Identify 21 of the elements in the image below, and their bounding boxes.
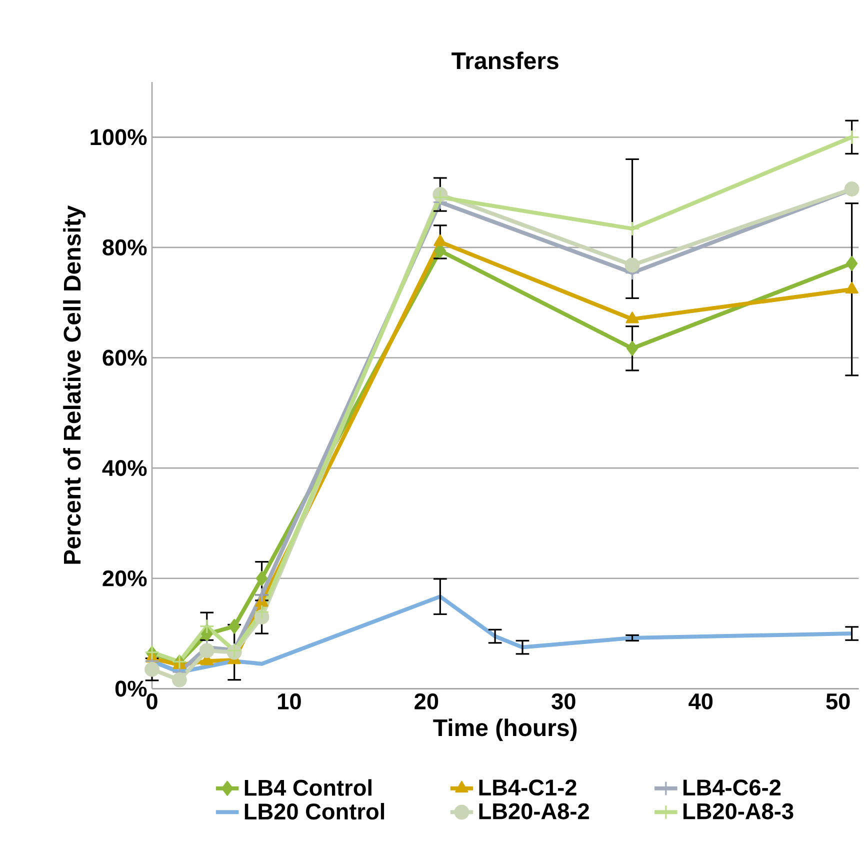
y-tick-label: 20% <box>102 570 147 586</box>
x-tick-label: 30 <box>552 693 576 710</box>
x-tick-label: 20 <box>414 693 438 710</box>
x-tick-label: 50 <box>826 693 850 710</box>
x-axis-title: Time (hours) <box>433 718 577 741</box>
y-tick-label: 0% <box>115 680 147 697</box>
y-tick-label: 40% <box>102 460 147 476</box>
chart-title: Transfers <box>452 52 558 70</box>
legend-label: LB4-C1-2 <box>479 779 576 796</box>
y-tick-label: 60% <box>102 350 147 366</box>
y-tick-label: 80% <box>102 239 147 256</box>
y-tick-label: 100% <box>90 129 147 146</box>
x-tick-label: 0 <box>146 693 158 710</box>
legend-label: LB4 Control <box>244 779 372 796</box>
legend-label: LB20-A8-3 <box>683 803 794 820</box>
x-tick-label: 10 <box>278 693 301 710</box>
y-axis-title: Percent of Relative Cell Density <box>63 205 86 564</box>
legend-label: LB20-A8-2 <box>479 803 589 820</box>
x-tick-label: 40 <box>688 693 713 710</box>
legend-label: LB20 Control <box>244 802 384 820</box>
legend-label: LB4-C6-2 <box>683 779 781 796</box>
